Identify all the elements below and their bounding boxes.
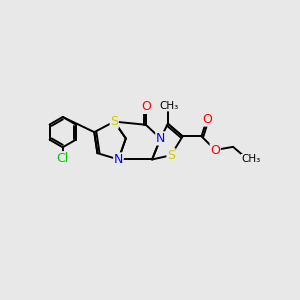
Text: O: O [210, 143, 220, 157]
Text: S: S [110, 115, 118, 128]
Text: O: O [141, 100, 151, 113]
Text: N: N [114, 153, 123, 166]
Text: CH₃: CH₃ [241, 154, 261, 164]
Text: S: S [167, 149, 175, 162]
Text: N: N [156, 132, 165, 145]
Text: CH₃: CH₃ [159, 101, 178, 111]
Text: Cl: Cl [57, 152, 69, 165]
Text: O: O [202, 113, 212, 126]
